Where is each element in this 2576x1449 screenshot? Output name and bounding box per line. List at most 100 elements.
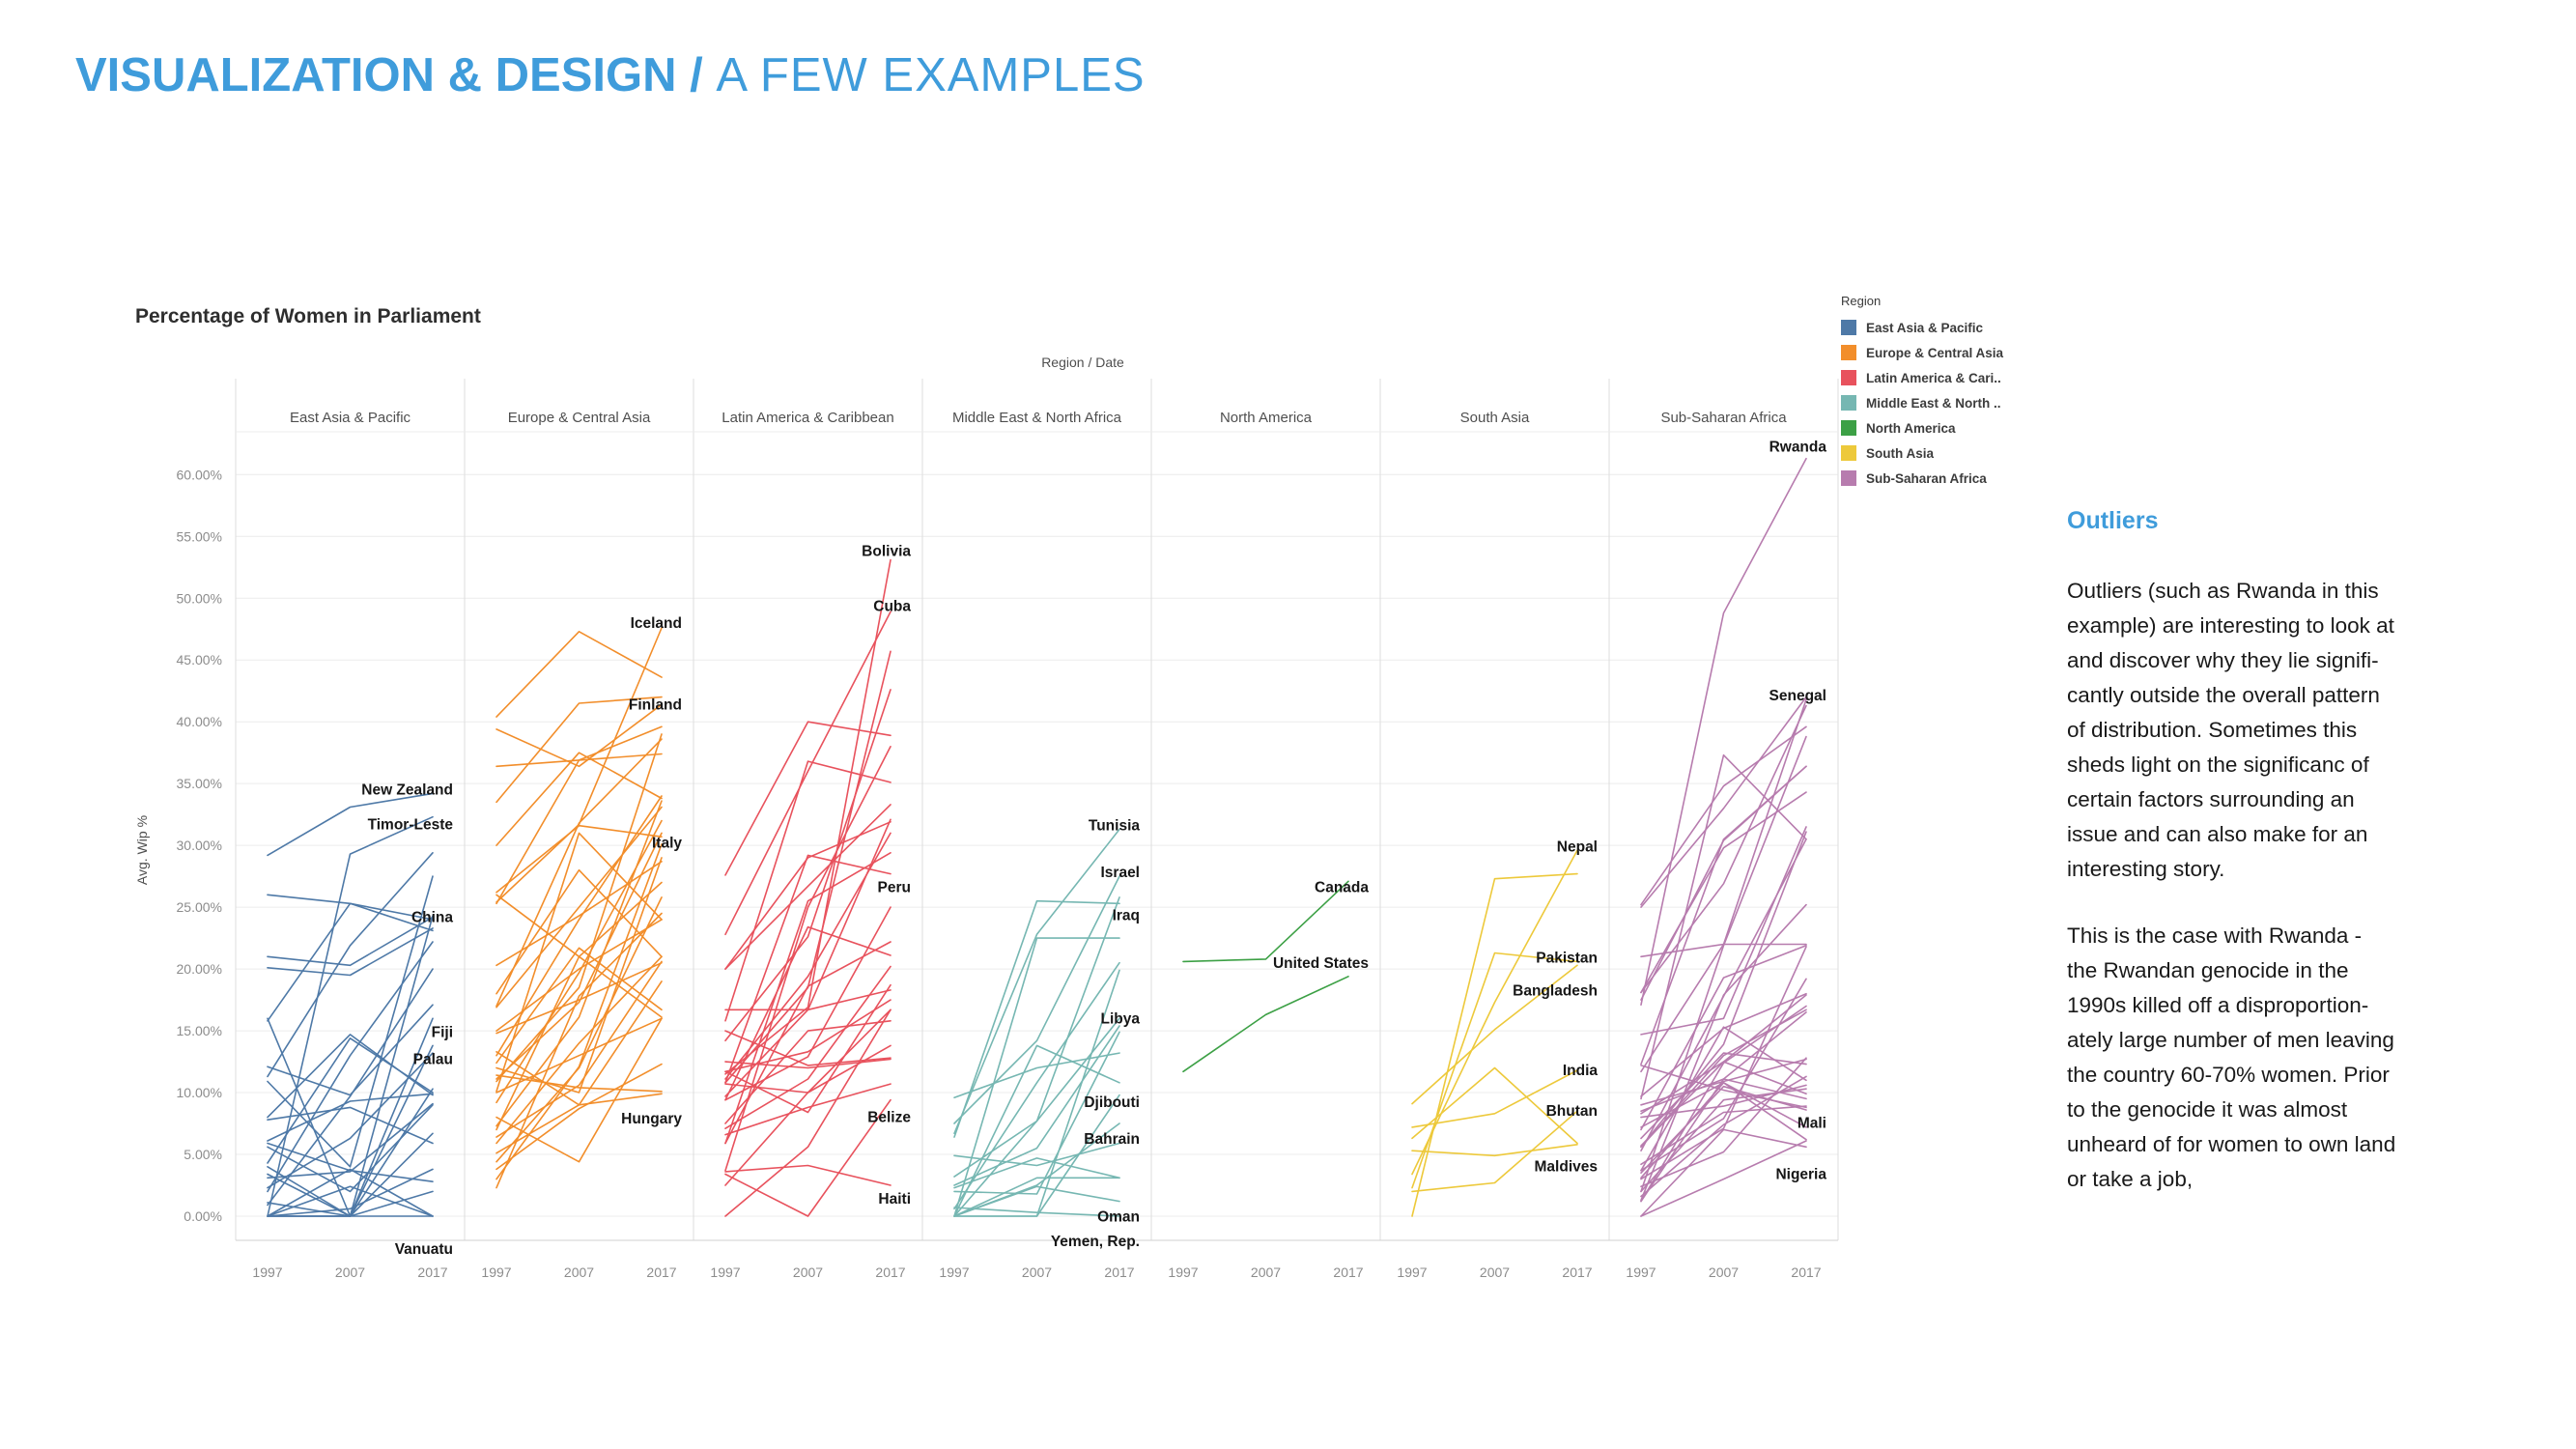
legend-items: East Asia & Pacific Europe & Central Asia… — [1841, 315, 2003, 491]
series-line — [724, 820, 892, 970]
series-line — [267, 1168, 434, 1217]
series-line — [1411, 872, 1578, 1217]
series-line — [495, 1017, 663, 1094]
series-line — [495, 832, 663, 1080]
country-label: Rwanda — [1769, 440, 1827, 456]
series-line — [495, 860, 663, 967]
series-line — [267, 1052, 434, 1189]
series-line — [724, 1083, 892, 1136]
series-line — [495, 947, 663, 1065]
panel-header: South Asia — [1460, 410, 1530, 426]
x-tick-label: 2007 — [1022, 1264, 1052, 1280]
x-tick-label: 1997 — [1397, 1264, 1427, 1280]
country-label: Oman — [1097, 1209, 1140, 1226]
country-label: Bhutan — [1546, 1103, 1598, 1120]
legend-item: Middle East & North .. — [1841, 390, 2003, 415]
panel-header: Middle East & North Africa — [952, 410, 1122, 426]
series-line — [953, 875, 1120, 1124]
series-line — [724, 941, 892, 1145]
x-tick-label: 2007 — [1480, 1264, 1510, 1280]
x-tick-label: 2017 — [417, 1264, 447, 1280]
series-line — [1640, 1082, 1807, 1179]
series-line — [1640, 944, 1807, 1131]
series-line — [724, 818, 892, 1011]
series-line — [1640, 704, 1807, 994]
series-line — [724, 851, 892, 1145]
y-tick-label: 35.00% — [177, 776, 222, 791]
series-line — [1411, 952, 1578, 1189]
series-line — [724, 1098, 892, 1217]
legend-item: East Asia & Pacific — [1841, 315, 2003, 340]
country-label: India — [1563, 1063, 1599, 1079]
series-line — [724, 1164, 892, 1186]
series-line — [267, 1106, 434, 1145]
series-line — [1640, 1075, 1807, 1198]
series-line — [953, 937, 1120, 1217]
series-line — [953, 1207, 1120, 1217]
legend-item-label: North America — [1866, 420, 1956, 436]
y-tick-label: 15.00% — [177, 1023, 222, 1038]
series-line — [495, 696, 663, 804]
country-label: Iraq — [1113, 907, 1140, 923]
legend-swatch — [1841, 370, 1856, 385]
series-line — [1411, 1144, 1578, 1157]
y-tick-label: 30.00% — [177, 838, 222, 853]
series-line — [724, 1009, 892, 1217]
country-label: New Zealand — [361, 781, 453, 798]
series-line — [495, 806, 663, 1009]
x-tick-label: 2017 — [1791, 1264, 1821, 1280]
series-line — [267, 1132, 434, 1217]
series-line — [495, 960, 663, 1138]
legend-swatch — [1841, 470, 1856, 486]
chart-title: Percentage of Women in Parliament — [135, 305, 481, 327]
legend-title: Region — [1841, 294, 1882, 308]
legend-swatch — [1841, 320, 1856, 335]
series-line — [495, 912, 663, 1189]
legend-item-label: South Asia — [1866, 445, 1935, 461]
legend-item-label: Middle East & North .. — [1866, 395, 2001, 411]
sidebar-paragraph: Outliers (such as Rwanda in this example… — [2067, 579, 2394, 881]
country-label: Tunisia — [1089, 818, 1140, 835]
series-line — [953, 1142, 1120, 1167]
x-tick-label: 2017 — [1104, 1264, 1134, 1280]
legend-item: Latin America & Cari.. — [1841, 365, 2003, 390]
country-label: Maldives — [1535, 1159, 1598, 1176]
series-line — [267, 792, 434, 857]
series-line — [953, 961, 1120, 1210]
series-line — [724, 965, 892, 1129]
series-line — [953, 1025, 1120, 1186]
y-tick-label: 20.00% — [177, 961, 222, 977]
x-tick-label: 2017 — [646, 1264, 676, 1280]
series-line — [724, 721, 892, 876]
x-tick-label: 2017 — [875, 1264, 905, 1280]
y-tick-label: 10.00% — [177, 1085, 222, 1100]
series-line — [1640, 1140, 1807, 1217]
country-label: Pakistan — [1536, 950, 1598, 966]
country-label: United States — [1273, 955, 1369, 972]
series-line — [495, 725, 663, 905]
series-line — [495, 824, 663, 894]
series-line — [267, 1185, 434, 1217]
country-label: Cuba — [873, 598, 911, 614]
series-line — [724, 1009, 892, 1094]
country-label: Bahrain — [1084, 1131, 1140, 1148]
series-line — [267, 894, 434, 921]
series-line — [724, 832, 892, 1080]
y-tick-label: 45.00% — [177, 652, 222, 668]
legend-item: North America — [1841, 415, 2003, 440]
series-line — [1640, 696, 1807, 908]
series-line — [724, 989, 892, 1097]
country-label: Fiji — [432, 1024, 453, 1040]
series-line — [1640, 1057, 1807, 1188]
legend-swatch — [1841, 445, 1856, 461]
y-axis-title: Avg. Wip % — [134, 815, 150, 885]
x-tick-label: 1997 — [1168, 1264, 1198, 1280]
series-line — [1411, 849, 1578, 1176]
series-line — [1640, 1085, 1807, 1174]
x-tick-label: 1997 — [710, 1264, 740, 1280]
series-line — [267, 1102, 434, 1179]
panel-header: Latin America & Caribbean — [722, 410, 893, 426]
x-tick-label: 1997 — [252, 1264, 282, 1280]
series-line — [495, 1063, 663, 1171]
